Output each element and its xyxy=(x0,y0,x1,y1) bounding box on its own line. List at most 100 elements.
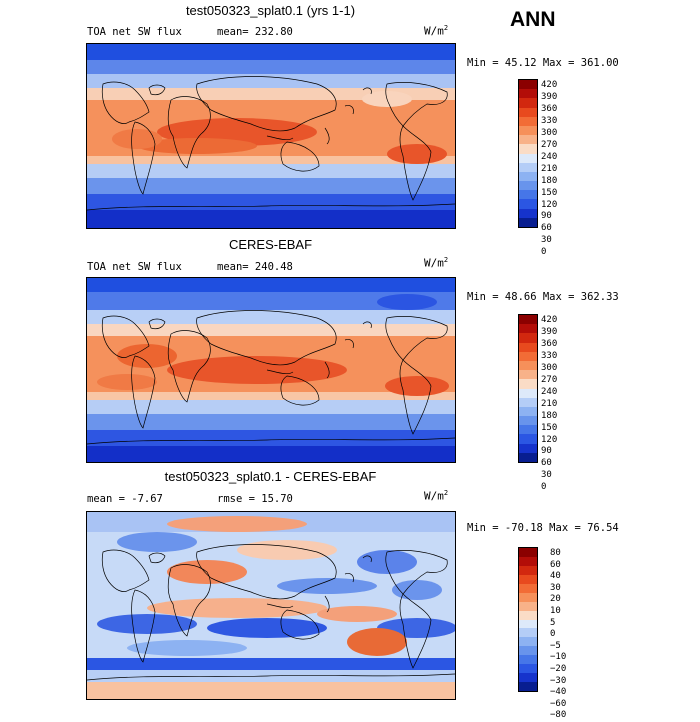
color-swatch xyxy=(519,333,537,343)
colorbar-tick-label: 60 xyxy=(541,223,552,234)
color-swatch xyxy=(519,144,537,154)
colorbar-tick-label: 120 xyxy=(541,199,558,210)
colorbar-tick-label: −20 xyxy=(550,663,567,674)
color-swatch xyxy=(519,548,537,557)
colorbar-tick-label: 0 xyxy=(541,247,547,258)
color-swatch xyxy=(519,610,537,620)
colorbar-tick-label: −80 xyxy=(550,710,567,721)
colorbar-tick-label: 210 xyxy=(541,398,558,409)
color-swatch xyxy=(519,583,537,593)
color-swatch xyxy=(519,98,537,108)
panel1-colorbar xyxy=(518,79,538,228)
color-swatch xyxy=(519,646,537,656)
colorbar-tick-label: 420 xyxy=(541,315,558,325)
colorbar-tick-label: 30 xyxy=(541,235,552,246)
color-swatch xyxy=(519,574,537,584)
color-swatch xyxy=(519,406,537,417)
colorbar-tick-label: 270 xyxy=(541,374,558,385)
panel1-minmax: Min = 45.12 Max = 361.00 xyxy=(467,57,619,69)
color-swatch xyxy=(519,601,537,611)
color-swatch xyxy=(519,217,537,227)
colorbar-tick-label: 420 xyxy=(541,80,558,90)
color-swatch xyxy=(519,107,537,117)
color-swatch xyxy=(519,637,537,647)
color-swatch xyxy=(519,592,537,602)
colorbar-tick-label: 360 xyxy=(541,103,558,114)
colorbar-tick-label: 30 xyxy=(550,582,561,593)
color-swatch xyxy=(519,673,537,683)
color-swatch xyxy=(519,153,537,163)
colorbar-tick-label: 390 xyxy=(541,326,558,337)
color-swatch xyxy=(519,682,537,691)
color-swatch xyxy=(519,162,537,172)
colorbar-tick-label: 150 xyxy=(541,422,558,433)
panel3-rmse: rmse = 15.70 xyxy=(217,493,293,505)
colorbar-tick-label: 300 xyxy=(541,127,558,138)
colorbar-tick-label: 210 xyxy=(541,163,558,174)
color-swatch xyxy=(519,664,537,674)
colorbar-tick-label: 0 xyxy=(550,629,556,640)
color-swatch xyxy=(519,379,537,389)
panel3-mean: mean = -7.67 xyxy=(87,493,163,505)
color-swatch xyxy=(519,370,537,380)
color-swatch xyxy=(519,351,537,361)
color-swatch xyxy=(519,360,537,371)
panel3-map xyxy=(86,511,456,700)
colorbar-tick-label: 90 xyxy=(541,446,552,457)
colorbar-tick-label: 20 xyxy=(550,594,561,605)
color-swatch xyxy=(519,116,537,126)
season-label: ANN xyxy=(510,8,556,31)
panel2-map xyxy=(86,277,456,463)
colorbar-tick-label: 60 xyxy=(541,458,552,469)
panel2-colorbar xyxy=(518,314,538,463)
color-swatch xyxy=(519,208,537,218)
colorbar-tick-label: 5 xyxy=(550,617,556,628)
color-swatch xyxy=(519,135,537,145)
panel1-variable: TOA net SW flux xyxy=(87,26,182,38)
panel1-title: test050323_splat0.1 (yrs 1-1) xyxy=(185,3,356,18)
color-swatch xyxy=(519,171,537,182)
colorbar-tick-label: −40 xyxy=(550,687,567,698)
color-swatch xyxy=(519,434,537,444)
colorbar-tick-label: 90 xyxy=(541,211,552,222)
panel2-map-image xyxy=(87,278,455,462)
color-swatch xyxy=(519,425,537,435)
color-swatch xyxy=(519,655,537,665)
color-swatch xyxy=(519,619,537,629)
colorbar-tick-label: 150 xyxy=(541,187,558,198)
colorbar-tick-label: 180 xyxy=(541,410,558,421)
color-swatch xyxy=(519,199,537,209)
panel2-variable: TOA net SW flux xyxy=(87,261,182,273)
colorbar-tick-label: 240 xyxy=(541,386,558,397)
color-swatch xyxy=(519,628,537,638)
panel1-colorbar-labels: 420 390 360 330 300 270 240 210 180 150 … xyxy=(541,80,557,259)
color-swatch xyxy=(519,397,537,407)
panel2-mean: mean= 240.48 xyxy=(217,261,293,273)
colorbar-tick-label: 80 xyxy=(550,548,561,558)
panel2-colorbar-labels: 420 390 360 330 300 270 240 210 180 150 … xyxy=(541,315,557,494)
color-swatch xyxy=(519,80,537,90)
colorbar-tick-label: −60 xyxy=(550,698,567,709)
panel3-map-image xyxy=(87,512,455,699)
color-swatch xyxy=(519,388,537,398)
panel3-minmax: Min = -70.18 Max = 76.54 xyxy=(467,522,619,534)
colorbar-tick-label: 10 xyxy=(550,605,561,616)
colorbar-tick-label: 240 xyxy=(541,151,558,162)
colorbar-tick-label: 60 xyxy=(550,559,561,570)
colorbar-tick-label: 330 xyxy=(541,115,558,126)
panel1-units: W/m2 xyxy=(424,24,449,38)
panel3-title: test050323_splat0.1 - CERES-EBAF xyxy=(164,469,377,484)
color-swatch xyxy=(519,181,537,191)
color-swatch xyxy=(519,315,537,325)
panel2-title: CERES-EBAF xyxy=(228,237,313,252)
panel2-units: W/m2 xyxy=(424,256,449,270)
color-swatch xyxy=(519,190,537,200)
colorbar-tick-label: 120 xyxy=(541,434,558,445)
color-swatch xyxy=(519,342,537,352)
colorbar-tick-label: −5 xyxy=(550,640,561,651)
colorbar-tick-label: 30 xyxy=(541,470,552,481)
panel3-colorbar-labels: 80 60 40 30 20 10 5 0 −5 −10 −20 −30 −40… xyxy=(550,548,566,722)
color-swatch xyxy=(519,89,537,99)
color-swatch xyxy=(519,556,537,566)
colorbar-tick-label: −10 xyxy=(550,652,567,663)
